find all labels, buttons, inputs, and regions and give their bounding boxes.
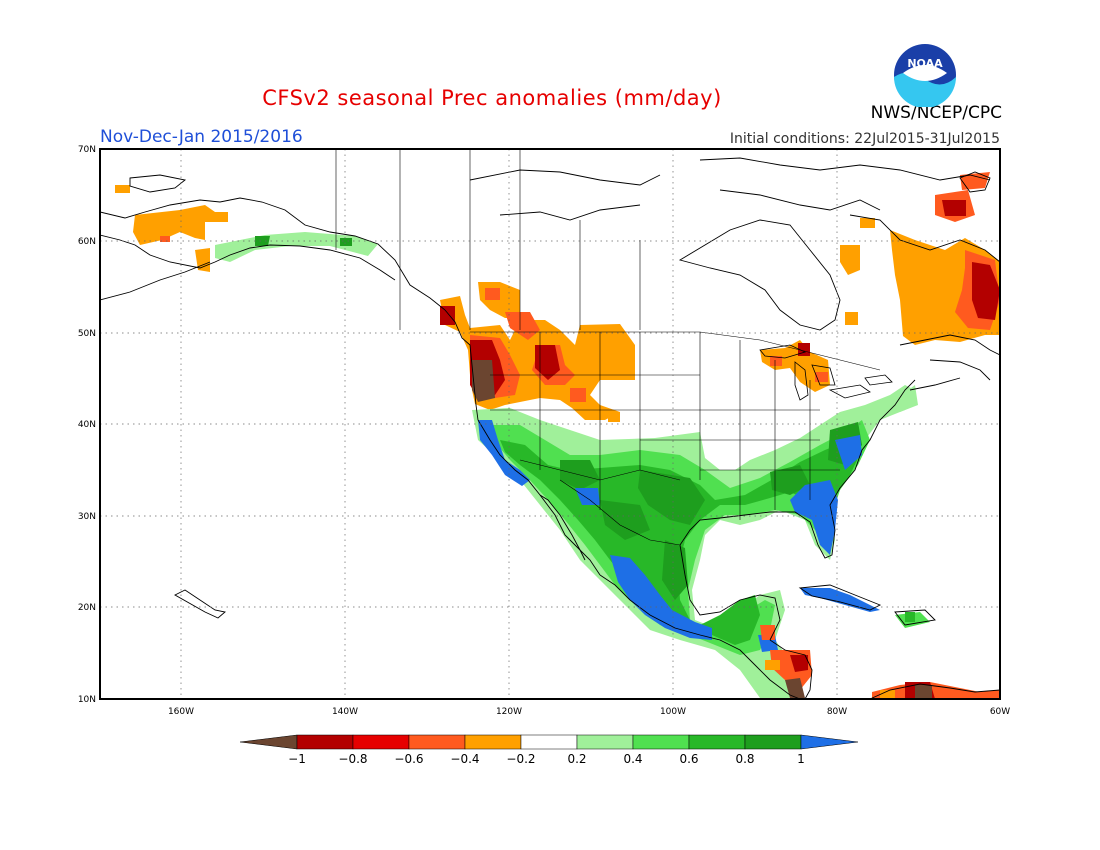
colorbar-label: 1: [797, 752, 805, 766]
colorbar-label: −0.8: [338, 752, 367, 766]
colorbar-label: 0.8: [735, 752, 754, 766]
initial-conditions: Initial conditions: 22Jul2015-31Jul2015: [729, 131, 1000, 147]
coastlines: [100, 157, 1000, 699]
lat-label-50n: 50N: [78, 329, 96, 339]
colorbar-segment: [800, 734, 859, 750]
lat-label-70n: 70N: [78, 145, 96, 155]
lat-label-60n: 60N: [78, 237, 96, 247]
lon-label-120w: 120W: [496, 707, 522, 717]
colorbar-segment: [688, 734, 746, 750]
colorbar-label: 0.4: [623, 752, 642, 766]
colorbar-segment: [744, 734, 802, 750]
map-frame: [99, 148, 1001, 700]
colorbar-label: 0.6: [679, 752, 698, 766]
lon-label-140w: 140W: [332, 707, 358, 717]
colorbar-segment: [239, 734, 298, 750]
colorbar: −1 −0.8 −0.6 −0.4 −0.2 0.2 0.4 0.6 0.8 1: [239, 734, 859, 766]
lat-label-10n: 10N: [78, 695, 96, 705]
graticule: [100, 149, 1000, 699]
noaa-logo-icon: NOAA: [894, 44, 956, 107]
lat-label-40n: 40N: [78, 420, 96, 430]
colorbar-segment: [464, 734, 522, 750]
anomaly-fields: [115, 172, 1000, 699]
lat-labels: 70N 60N 50N 40N 30N 20N 10N: [78, 145, 96, 705]
colorbar-label: −0.6: [394, 752, 423, 766]
lat-label-30n: 30N: [78, 512, 96, 522]
lon-labels: 160W 140W 120W 100W 80W 60W: [168, 707, 1010, 717]
great-lakes: [759, 344, 893, 401]
colorbar-label: −0.4: [450, 752, 479, 766]
lon-label-80w: 80W: [827, 707, 847, 717]
lon-label-100w: 100W: [660, 707, 686, 717]
agency-label: NWS/NCEP/CPC: [870, 103, 1002, 123]
map-content: [100, 149, 1000, 699]
lon-label-60w: 60W: [990, 707, 1010, 717]
forecast-period: Nov-Dec-Jan 2015/2016: [100, 127, 303, 147]
political-borders: [335, 149, 881, 546]
colorbar-segment: [576, 734, 634, 750]
lat-label-20n: 20N: [78, 603, 96, 613]
colorbar-segment: [296, 734, 354, 750]
colorbar-segment: [520, 734, 578, 750]
colorbar-segment: [408, 734, 466, 750]
map-title: CFSv2 seasonal Prec anomalies (mm/day): [262, 86, 722, 110]
colorbar-segment: [352, 734, 410, 750]
colorbar-segment: [632, 734, 690, 750]
colorbar-label: −1: [288, 752, 306, 766]
colorbar-label: 0.2: [567, 752, 586, 766]
lon-label-160w: 160W: [168, 707, 194, 717]
noaa-logo-text: NOAA: [907, 57, 943, 70]
colorbar-label: −0.2: [506, 752, 535, 766]
